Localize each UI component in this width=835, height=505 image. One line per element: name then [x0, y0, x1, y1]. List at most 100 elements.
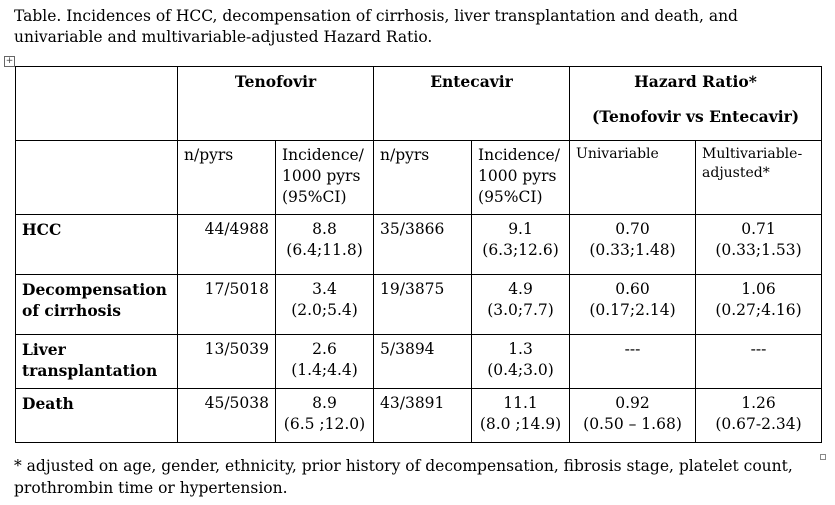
tenofovir-n-pyrs-text: 44/4988 — [204, 220, 269, 238]
hazard-ratio-header: Hazard Ratio* (Tenofovir vs Entecavir) — [569, 66, 823, 141]
row-label-text: Liver transplantation — [22, 340, 158, 380]
row-label-text: HCC — [22, 220, 62, 239]
univariable-hr-text: 0.60 — [615, 280, 650, 298]
entecavir-incidence-text: (0.4;3.0) — [487, 361, 554, 379]
multivariable-hr-text: (0.33;1.53) — [715, 241, 802, 259]
tenofovir-incidence: 8.9 (6.5 ;12.0) — [274, 388, 375, 443]
tenofovir-incidence-text: 8.9 — [312, 394, 337, 412]
multivariable-header: Multivariable-adjusted* — [695, 140, 823, 215]
table-resize-handle[interactable] — [820, 454, 826, 460]
tenofovir-n-pyrs: 45/5038 — [177, 388, 276, 443]
entecavir-incidence-text: (8.0 ;14.9) — [479, 415, 562, 433]
univariable-hr-text: 0.92 — [615, 394, 650, 412]
tenofovir-n-pyrs: 13/5039 — [177, 334, 276, 389]
entecavir-header: Entecavir — [373, 66, 571, 141]
multivariable-hr-text: (0.27;4.16) — [715, 301, 802, 319]
univariable-hr: --- — [569, 334, 697, 389]
table-row: Decompensation of cirrhosis 17/5018 3.4 (2.… — [15, 274, 823, 335]
row-label-text: Decompensation of cirrhosis — [22, 280, 167, 320]
entecavir-incidence-text: (3.0;7.7) — [487, 301, 554, 319]
tenofovir-incidence: 2.6 (1.4;4.4) — [274, 334, 375, 389]
univariable-hr: 0.92 (0.50 – 1.68) — [569, 388, 697, 443]
tenofovir-n-pyrs-text: 13/5039 — [204, 340, 269, 358]
ent-npyrs-header: n/pyrs — [373, 140, 473, 215]
multivariable-hr: 1.26 (0.67-2.34) — [695, 388, 823, 443]
entecavir-n-pyrs: 35/3866 — [373, 214, 473, 275]
hazard-ratio-title: Hazard Ratio* — [634, 72, 757, 91]
incidence-line-1: Incidence/ — [282, 146, 364, 164]
univariable-hr-text: 0.70 — [615, 220, 650, 238]
entecavir-n-pyrs-text: 35/3866 — [380, 220, 445, 238]
entecavir-incidence-text: 4.9 — [508, 280, 533, 298]
univariable-hr: 0.70 (0.33;1.48) — [569, 214, 697, 275]
entecavir-n-pyrs: 5/3894 — [373, 334, 473, 389]
entecavir-incidence: 9.1 (6.3;12.6) — [471, 214, 571, 275]
incidence-line-1: Incidence/ — [478, 146, 560, 164]
multivariable-hr-text: 0.71 — [741, 220, 776, 238]
entecavir-n-pyrs: 43/3891 — [373, 388, 473, 443]
incidence-line-3: (95%CI) — [478, 188, 543, 206]
multivariable-hr-text: --- — [750, 340, 767, 358]
row-label: Death — [15, 388, 178, 443]
entecavir-n-pyrs-text: 5/3894 — [380, 340, 435, 358]
move-handle-icon[interactable]: + — [4, 56, 15, 67]
univariable-hr: 0.60 (0.17;2.14) — [569, 274, 697, 335]
multivariable-hr-text: 1.06 — [741, 280, 776, 298]
tenofovir-incidence-text: 2.6 — [312, 340, 337, 358]
tenofovir-incidence-text: 8.8 — [312, 220, 337, 238]
tenofovir-n-pyrs-text: 17/5018 — [204, 280, 269, 298]
ten-npyrs-header: n/pyrs — [177, 140, 276, 215]
tenofovir-n-pyrs: 44/4988 — [177, 214, 276, 275]
multivariable-hr: --- — [695, 334, 823, 389]
row-label-text: Death — [22, 394, 74, 413]
multivariable-hr-text: 1.26 — [741, 394, 776, 412]
table-row: Death 45/5038 8.9 (6.5 ;12.0) 43/3891 11.1 (8.… — [15, 388, 823, 443]
group-header-row: Tenofovir Entecavir Hazard Ratio* (Tenof… — [15, 66, 823, 141]
multivariable-hr: 1.06 (0.27;4.16) — [695, 274, 823, 335]
entecavir-incidence: 1.3 (0.4;3.0) — [471, 334, 571, 389]
multivariable-hr-text: (0.67-2.34) — [715, 415, 802, 433]
tenofovir-incidence: 8.8 (6.4;11.8) — [274, 214, 375, 275]
tenofovir-incidence-text: (6.5 ;12.0) — [283, 415, 366, 433]
tenofovir-incidence-text: (2.0;5.4) — [291, 301, 358, 319]
ten-incidence-header: Incidence/ 1000 pyrs (95%CI) — [274, 140, 375, 215]
incidence-line-2: 1000 pyrs — [282, 167, 361, 185]
entecavir-incidence: 4.9 (3.0;7.7) — [471, 274, 571, 335]
table-row: HCC 44/4988 8.8 (6.4;11.8) 35/3866 9.1 (6.3;12… — [15, 214, 823, 275]
entecavir-incidence-text: 9.1 — [508, 220, 533, 238]
multivariable-hr: 0.71 (0.33;1.53) — [695, 214, 823, 275]
tenofovir-incidence-text: (1.4;4.4) — [291, 361, 358, 379]
entecavir-incidence-text: (6.3;12.6) — [482, 241, 559, 259]
entecavir-n-pyrs-text: 19/3875 — [380, 280, 445, 298]
corner-cell — [15, 66, 178, 141]
row-label: HCC — [15, 214, 178, 275]
tenofovir-header: Tenofovir — [176, 66, 375, 141]
results-table: Tenofovir Entecavir Hazard Ratio* (Tenof… — [15, 66, 823, 443]
table-caption: Table. Incidences of HCC, decompensation… — [14, 7, 738, 46]
footnote: * adjusted on age, gender, ethnicity, pr… — [14, 457, 793, 497]
tenofovir-n-pyrs-text: 45/5038 — [204, 394, 269, 412]
tenofovir-incidence-text: 3.4 — [312, 280, 337, 298]
univariable-hr-text: (0.50 – 1.68) — [583, 415, 682, 433]
row-label: Decompensation of cirrhosis — [15, 274, 178, 335]
univariable-hr-text: (0.33;1.48) — [589, 241, 676, 259]
entecavir-incidence-text: 1.3 — [508, 340, 533, 358]
entecavir-n-pyrs: 19/3875 — [373, 274, 473, 335]
table-row: Liver transplantation 13/5039 2.6 (1.4;4.4)… — [15, 334, 823, 389]
tenofovir-incidence: 3.4 (2.0;5.4) — [274, 274, 375, 335]
entecavir-n-pyrs-text: 43/3891 — [380, 394, 445, 412]
entecavir-incidence-text: 11.1 — [503, 394, 538, 412]
entecavir-incidence: 11.1 (8.0 ;14.9) — [471, 388, 571, 443]
univariable-hr-text: --- — [624, 340, 641, 358]
hazard-ratio-subtitle: (Tenofovir vs Entecavir) — [591, 107, 800, 126]
tenofovir-n-pyrs: 17/5018 — [177, 274, 276, 335]
incidence-line-3: (95%CI) — [282, 188, 347, 206]
univariable-header: Univariable — [569, 140, 697, 215]
incidence-line-2: 1000 pyrs — [478, 167, 557, 185]
ent-incidence-header: Incidence/ 1000 pyrs (95%CI) — [471, 140, 571, 215]
blank-subheader — [15, 140, 178, 215]
subheader-row: n/pyrs Incidence/ 1000 pyrs (95%CI) n/py… — [15, 140, 823, 215]
univariable-hr-text: (0.17;2.14) — [589, 301, 676, 319]
tenofovir-incidence-text: (6.4;11.8) — [286, 241, 363, 259]
row-label: Liver transplantation — [15, 334, 178, 389]
